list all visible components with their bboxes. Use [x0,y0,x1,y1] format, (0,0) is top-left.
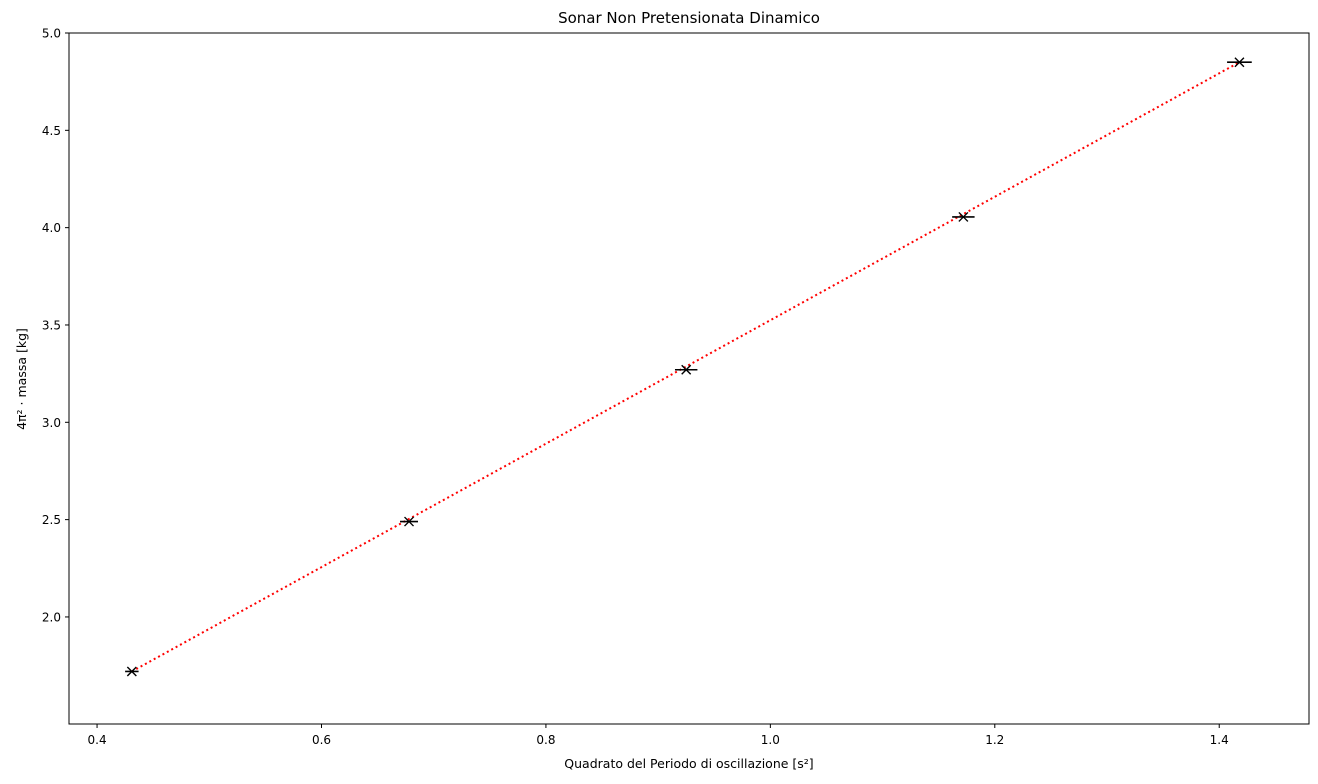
x-axis-label: Quadrato del Periodo di oscillazione [s²… [564,756,813,771]
chart-title: Sonar Non Pretensionata Dinamico [558,9,820,27]
point-marker-stroke [126,666,137,677]
point-marker-stroke [404,516,415,527]
data-point [400,516,418,527]
data-point [1227,57,1252,68]
x-tick-label: 0.6 [312,733,331,747]
data-point [952,211,975,222]
y-tick-label: 2.0 [42,610,61,624]
data-point [125,666,139,677]
plot-area [125,57,1252,677]
x-tick-label: 1.0 [761,733,780,747]
y-tick-label: 2.5 [42,513,61,527]
y-tick-label: 4.5 [42,124,61,138]
x-axis: 0.4 0.6 0.8 1.0 1.2 1.4 [88,724,1229,747]
y-axis-label: 4π² · massa [kg] [14,328,29,430]
y-tick-label: 3.0 [42,416,61,430]
x-tick-label: 1.4 [1210,733,1229,747]
x-tick-label: 0.8 [536,733,555,747]
fit-line [131,61,1240,673]
plot-frame [68,32,1310,725]
y-tick-label: 4.0 [42,221,61,235]
data-point [674,364,698,375]
x-tick-label: 0.4 [88,733,107,747]
y-tick-label: 3.5 [42,318,61,332]
point-marker-stroke [1234,57,1245,68]
y-tick-label: 5.0 [42,27,61,41]
point-marker-stroke [958,211,969,222]
y-axis: 2.0 2.5 3.0 3.5 4.0 4.5 5.0 [42,27,69,624]
x-tick-label: 1.2 [985,733,1004,747]
point-marker-stroke [681,364,692,375]
